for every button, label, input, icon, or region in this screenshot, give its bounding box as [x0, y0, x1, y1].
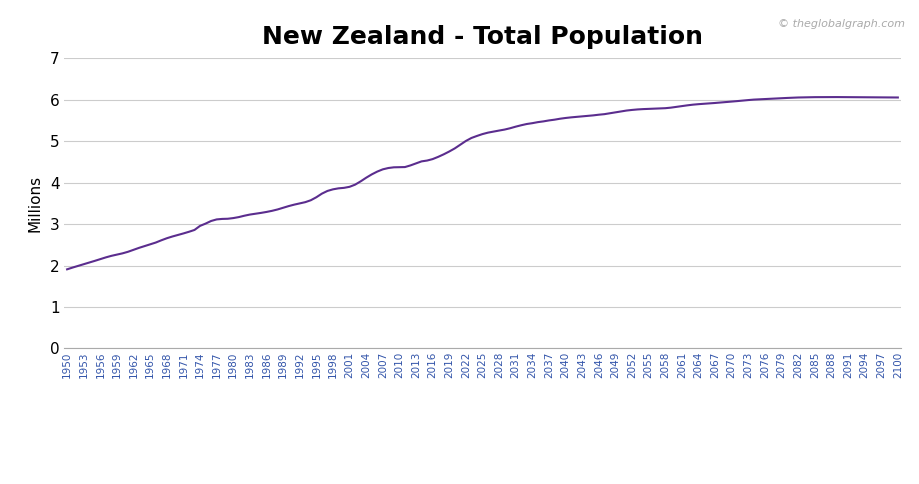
Text: © theglobalgraph.com: © theglobalgraph.com [778, 19, 905, 30]
Title: New Zealand - Total Population: New Zealand - Total Population [262, 25, 703, 49]
Y-axis label: Millions: Millions [28, 175, 43, 232]
